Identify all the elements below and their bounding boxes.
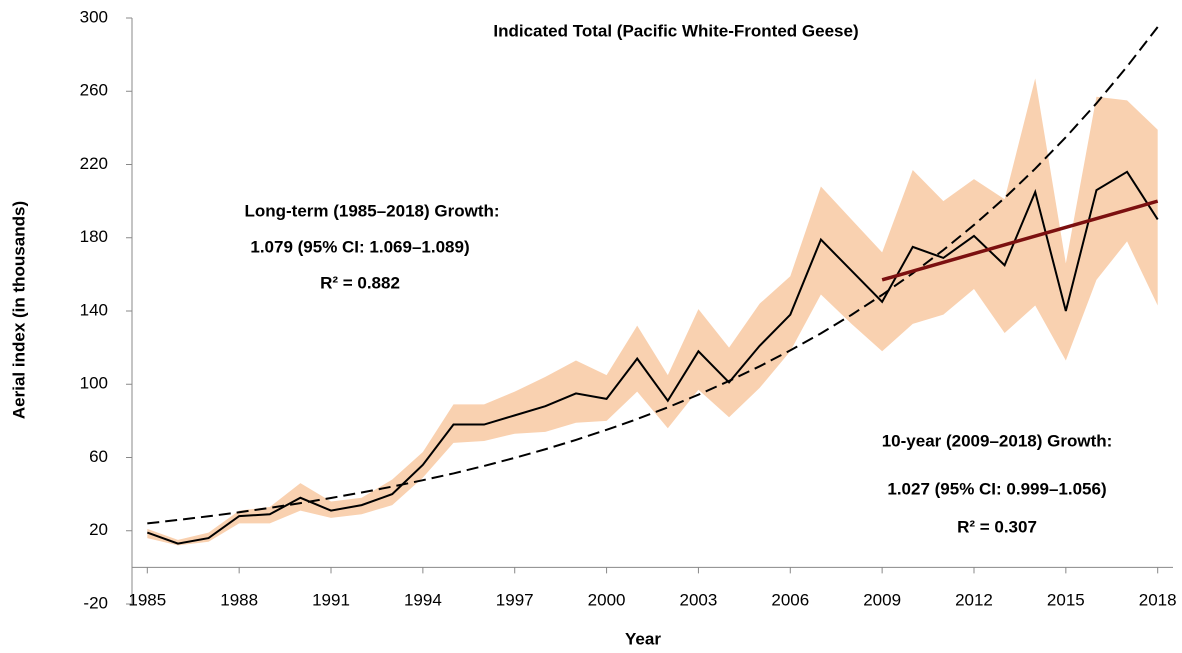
- annotation: 1.027 (95% CI: 0.999–1.056): [887, 479, 1106, 498]
- annotation: R² = 0.882: [320, 273, 400, 292]
- y-tick-label: 180: [80, 227, 108, 246]
- x-axis-label: Year: [625, 629, 661, 648]
- x-tick-label: 2018: [1139, 590, 1177, 609]
- annotation: Long-term (1985–2018) Growth:: [244, 201, 499, 220]
- x-tick-label: 2012: [955, 590, 993, 609]
- y-tick-label: 140: [80, 300, 108, 319]
- annotation: R² = 0.307: [957, 517, 1037, 536]
- long-term-trend: [147, 26, 1159, 525]
- y-axis-label: Aerial index (in thousands): [9, 201, 28, 419]
- confidence-band: [147, 78, 1158, 546]
- x-tick-label: 1985: [128, 590, 166, 609]
- annotation: 10-year (2009–2018) Growth:: [882, 431, 1113, 450]
- y-tick-label: -20: [83, 593, 108, 612]
- x-tick-label: 2003: [680, 590, 718, 609]
- x-tick-label: 2000: [588, 590, 626, 609]
- y-tick-label: 300: [80, 7, 108, 26]
- x-tick-label: 2015: [1047, 590, 1085, 609]
- chart-title: Indicated Total (Pacific White-Fronted G…: [493, 21, 858, 40]
- y-tick-label: 20: [89, 520, 108, 539]
- x-tick-label: 1991: [312, 590, 350, 609]
- y-tick-label: 220: [80, 154, 108, 173]
- x-tick-label: 1994: [404, 590, 442, 609]
- y-tick-label: 260: [80, 81, 108, 100]
- ten-year-trend: [881, 199, 1159, 282]
- y-tick-label: 60: [89, 447, 108, 466]
- annotation: 1.079 (95% CI: 1.069–1.089): [250, 237, 469, 256]
- y-tick-label: 100: [80, 374, 108, 393]
- x-tick-label: 1997: [496, 590, 534, 609]
- x-tick-label: 1988: [220, 590, 258, 609]
- x-tick-label: 2006: [771, 590, 809, 609]
- x-tick-label: 2009: [863, 590, 901, 609]
